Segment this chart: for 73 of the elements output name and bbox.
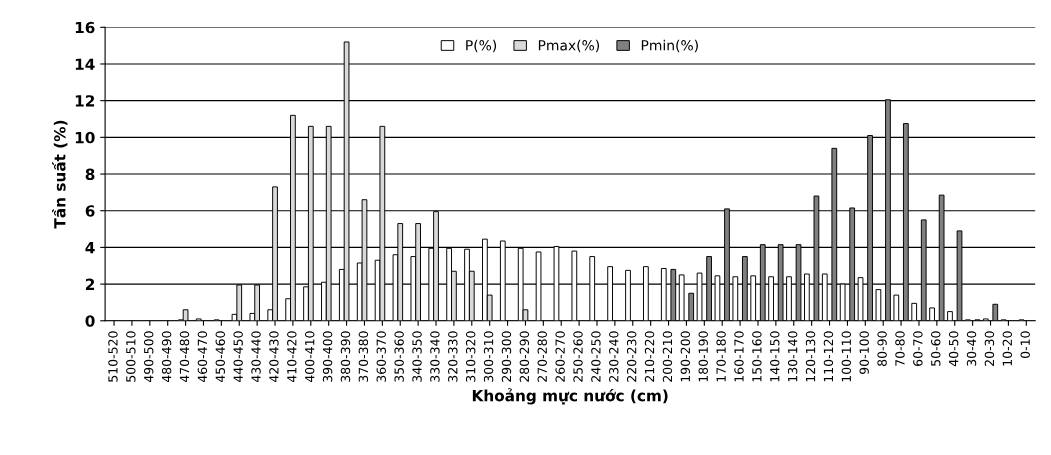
x-tick-label: 60-70 <box>913 331 923 366</box>
legend-label: Pmin(%) <box>641 39 698 53</box>
x-tick-label: 420-430 <box>269 331 279 383</box>
x-tick-label: 190-200 <box>680 331 691 382</box>
x-tick-label: 130-140 <box>787 331 798 382</box>
x-tick-label: 20-30 <box>984 331 995 366</box>
x-tick-label: 30-40 <box>966 331 977 366</box>
x-tick-label: 10-20 <box>1002 331 1013 366</box>
x-tick-label: 320-330 <box>448 331 458 382</box>
x-tick-label: 100-110 <box>841 331 852 382</box>
x-tick-label: 240-250 <box>591 331 601 382</box>
x-tick-label: 440-450 <box>233 331 243 383</box>
y-tick-label: 0 <box>85 315 95 327</box>
x-tick-label: 50-60 <box>931 331 941 366</box>
bar <box>911 302 918 321</box>
y-tick-label: 14 <box>75 58 95 70</box>
x-tick-label: 360-370 <box>376 331 386 382</box>
x-tick-label: 160-170 <box>734 331 744 382</box>
x-tick-label: 370-380 <box>358 331 369 382</box>
x-tick-label: 450-460 <box>215 331 225 383</box>
x-tick-label: 300-310 <box>483 331 494 382</box>
x-tick-label: 430-440 <box>251 331 261 383</box>
x-tick-label: 140-150 <box>770 331 780 382</box>
x-tick-label: 0-10 <box>1020 331 1030 359</box>
x-tick-label: 40-50 <box>948 331 959 367</box>
bar <box>929 307 935 321</box>
x-tick-label: 180-190 <box>698 331 708 382</box>
x-tick-label: 200-210 <box>662 331 673 382</box>
legend-label: P(%) <box>466 39 497 53</box>
y-tick-label: 12 <box>75 95 95 107</box>
y-tick-label: 6 <box>85 205 95 217</box>
x-tick-label: 400-410 <box>304 331 315 383</box>
x-tick-label: 470-480 <box>179 331 190 383</box>
x-tick-label: 350-360 <box>394 331 404 382</box>
x-tick-label: 90-100 <box>859 331 869 374</box>
y-tick-label: 10 <box>75 131 95 144</box>
y-tick-label: 2 <box>85 278 95 290</box>
x-axis-title: Khoảng mực nước (cm) <box>472 388 668 405</box>
bar <box>893 294 900 321</box>
bar <box>992 303 999 321</box>
x-tick-label: 120-130 <box>805 331 816 382</box>
x-tick-label: 380-390 <box>340 331 351 382</box>
bar <box>688 292 695 321</box>
x-tick-label: 480-490 <box>161 331 172 383</box>
x-tick-label: 310-320 <box>465 331 476 382</box>
y-tick-label: 16 <box>75 21 95 34</box>
x-tick-label: 510-520 <box>108 331 118 382</box>
x-tick-label: 280-290 <box>519 331 530 382</box>
y-axis-title: Tần suất (%) <box>52 120 68 229</box>
x-tick-label: 250-260 <box>573 331 583 382</box>
x-tick-label: 210-220 <box>644 331 655 382</box>
x-tick-label: 460-470 <box>197 331 208 383</box>
x-tick-label: 500-510 <box>126 331 136 382</box>
bar <box>947 311 953 321</box>
x-tick-label: 230-240 <box>609 331 619 382</box>
x-tick-label: 80-90 <box>877 331 887 366</box>
y-tick-label: 8 <box>85 168 95 181</box>
y-tick-label: 4 <box>85 242 95 254</box>
x-tick-label: 150-160 <box>752 331 762 382</box>
x-tick-label: 170-180 <box>716 331 726 382</box>
x-tick-label: 70-80 <box>895 331 905 366</box>
x-tick-label: 410-420 <box>287 331 297 383</box>
x-tick-label: 490-500 <box>143 331 154 383</box>
x-tick-label: 330-340 <box>430 331 440 382</box>
legend-label: Pmax(%) <box>538 39 600 53</box>
x-tick-label: 260-270 <box>555 331 565 382</box>
x-tick-label: 390-400 <box>322 331 333 382</box>
x-tick-label: 220-230 <box>626 331 637 382</box>
x-tick-label: 340-350 <box>412 331 422 382</box>
x-tick-label: 270-280 <box>537 331 547 382</box>
x-tick-label: 290-300 <box>501 331 512 382</box>
x-tick-label: 110-120 <box>823 331 834 382</box>
bar <box>875 289 882 321</box>
